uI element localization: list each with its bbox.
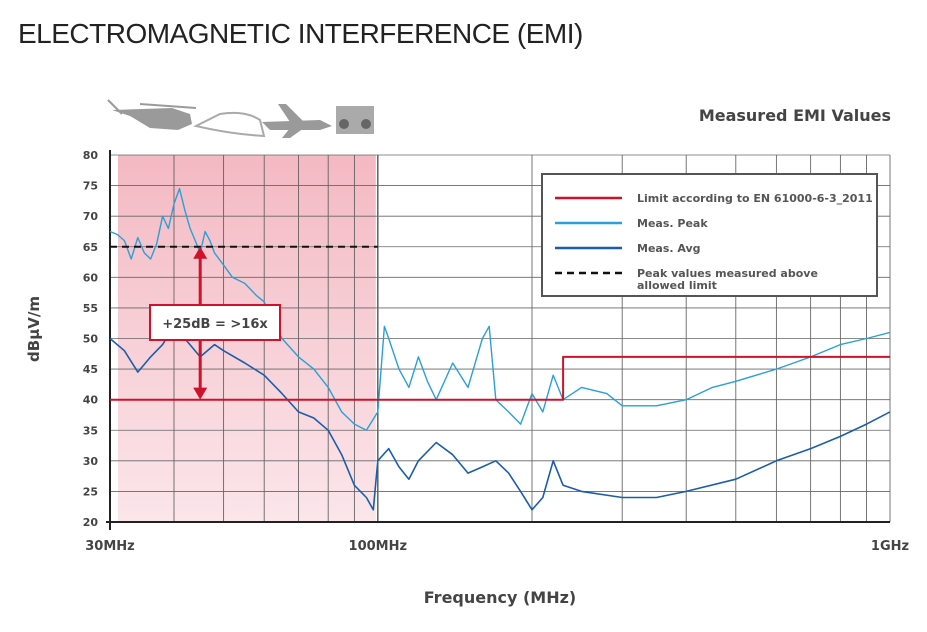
x-axis-label: Frequency (MHz) (423, 588, 577, 607)
boombox-icon (336, 106, 374, 134)
legend-label: Meas. Peak (637, 217, 708, 230)
y-tick-label: 55 (83, 302, 98, 315)
y-tick-label: 65 (83, 241, 98, 254)
vehicle-icons (107, 99, 374, 138)
x-tick-label: 30MHz (85, 539, 134, 554)
train-icon (193, 111, 266, 138)
x-tick-label: 100MHz (349, 539, 408, 554)
y-tick-label: 25 (83, 485, 98, 498)
chart-title: Measured EMI Values (698, 106, 891, 125)
annotation-text: +25dB = >16x (162, 317, 268, 332)
series-peak (109, 187, 891, 431)
y-tick-label: 70 (83, 210, 99, 223)
y-tick-label: 60 (83, 271, 99, 284)
legend-label: Meas. Avg (637, 242, 701, 255)
page-title: ELECTROMAGNETIC INTERFERENCE (EMI) (18, 18, 583, 49)
helicopter-icon (107, 99, 197, 130)
arrow-down-icon (193, 387, 208, 400)
series-avg (109, 325, 891, 511)
series-red (110, 355, 890, 401)
annotation-box (149, 304, 281, 341)
y-tick-label: 40 (83, 394, 99, 407)
y-tick-label: 30 (83, 455, 99, 468)
y-tick-label: 80 (83, 149, 99, 162)
legend-label: Peak values measured above allowed limit (637, 267, 818, 292)
y-tick-label: 50 (83, 333, 99, 346)
x-tick-label: 1GHz (871, 539, 909, 554)
airplane-icon (262, 104, 332, 138)
y-tick-label: 35 (83, 424, 98, 437)
legend-label: Limit according to EN 61000-6-3_2011 (637, 192, 873, 205)
arrow-up-icon (193, 246, 208, 259)
y-tick-label: 20 (83, 516, 99, 529)
y-tick-label: 45 (83, 363, 98, 376)
y-tick-label: 75 (83, 180, 98, 193)
legend-box (541, 173, 878, 297)
